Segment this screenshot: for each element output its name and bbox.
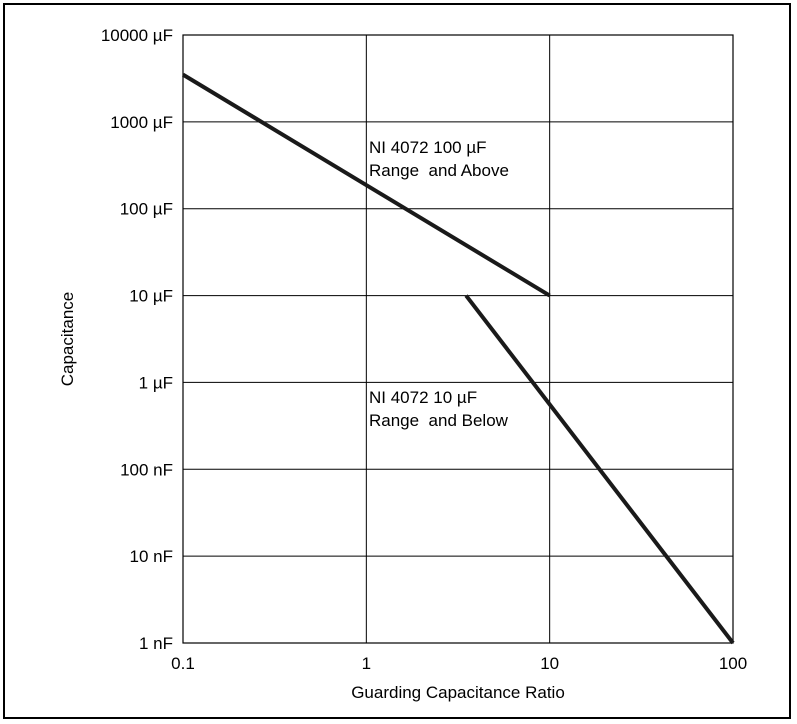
x-tick-label: 1 [362,654,371,673]
plot-area-border [182,34,734,644]
series-annotation-line: Range and Below [369,411,509,430]
y-tick-label: 100 nF [120,460,173,479]
series-line-1 [181,72,551,298]
series-annotation-line: NI 4072 100 µF [369,138,487,157]
y-tick-label: 100 µF [120,200,173,219]
y-axis-label: Capacitance [58,292,77,387]
y-tick-label: 1 nF [139,634,173,653]
y-tick-label: 1000 µF [110,113,173,132]
x-tick-labels: 0.1 1 10 100 [171,654,747,673]
series-line-2 [464,294,735,645]
y-tick-label: 10000 µF [101,26,173,45]
series-annotation-line: Range and Above [369,161,509,180]
x-tick-label: 100 [719,654,747,673]
series-annotation-line: NI 4072 10 µF [369,388,477,407]
x-axis-label: Guarding Capacitance Ratio [351,683,565,702]
x-tick-label: 0.1 [171,654,195,673]
y-tick-label: 10 nF [130,547,173,566]
y-tick-label: 1 µF [139,373,173,392]
series-group [181,72,735,645]
x-tick-label: 10 [540,654,559,673]
y-tick-label: 10 µF [129,287,173,306]
series-annotations: NI 4072 100 µF Range and Above NI 4072 10 … [369,138,509,430]
y-tick-labels: 10000 µF 1000 µF 100 µF 10 µF 1 µF 100 nF 10 n… [101,26,173,653]
